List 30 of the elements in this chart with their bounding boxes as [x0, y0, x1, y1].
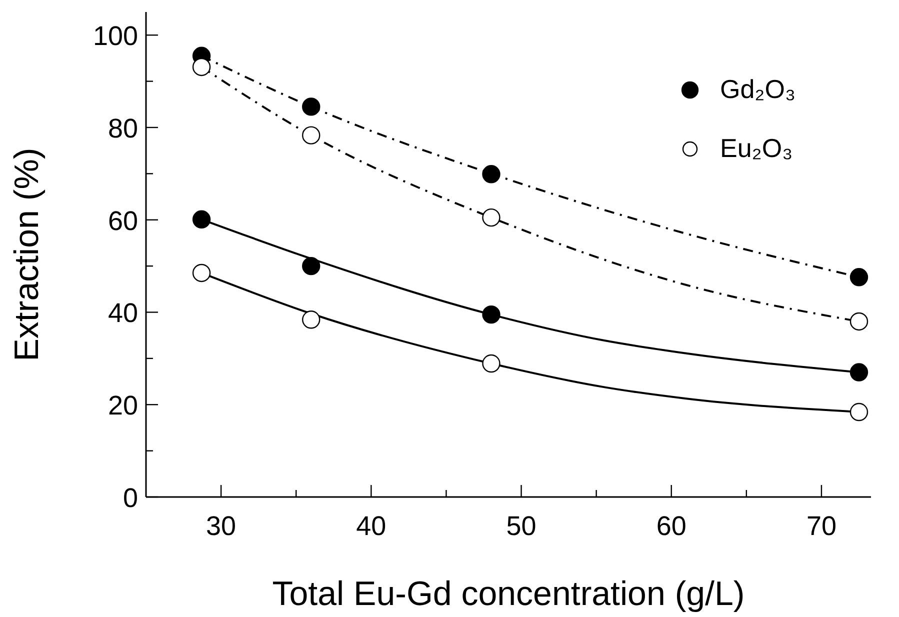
point: [482, 305, 500, 324]
point: [850, 268, 868, 286]
point: [302, 98, 320, 116]
y-tick-label: 100: [92, 21, 138, 52]
point: [482, 208, 500, 227]
x-tick-label: 40: [356, 511, 386, 541]
point: [850, 363, 868, 382]
point: [302, 310, 320, 329]
x-axis-title: Total Eu-Gd concentration (g/L): [272, 575, 745, 613]
point: [192, 58, 211, 76]
legend-label: Eu₂O₃: [720, 133, 793, 164]
y-tick-label: 60: [108, 206, 138, 236]
point: [302, 126, 320, 144]
y-axis-title: Extraction (%): [8, 148, 46, 362]
point: [850, 312, 868, 331]
point: [482, 354, 500, 373]
point: [192, 210, 211, 228]
point: [302, 256, 320, 276]
legend-label: Gd₂O₃: [720, 74, 796, 105]
y-tick-label: 80: [108, 113, 138, 144]
x-tick-label: 50: [506, 511, 536, 541]
point: [850, 402, 868, 422]
x-tick-label: 30: [206, 511, 236, 541]
point: [192, 264, 211, 282]
y-tick-label: 20: [108, 390, 138, 421]
point: [482, 165, 500, 184]
x-tick-label: 60: [656, 511, 686, 541]
y-tick-label: 40: [108, 298, 138, 328]
y-tick-label: 0: [122, 483, 138, 513]
x-tick-label: 70: [806, 511, 836, 541]
